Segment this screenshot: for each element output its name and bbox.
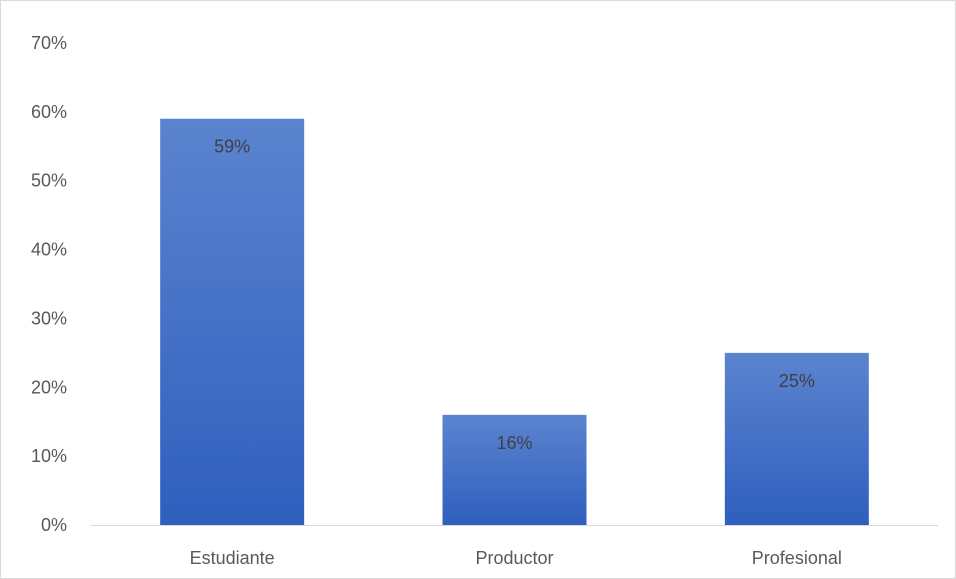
data-label-productor: 16% [496, 433, 532, 453]
x-axis-category-labels: Estudiante Productor Profesional [190, 548, 842, 568]
x-category-label-productor: Productor [475, 548, 553, 568]
y-axis-tick-labels: 0% 10% 20% 30% 40% 50% 60% 70% [31, 33, 67, 535]
data-labels-group: 59% 16% 25% [214, 137, 815, 453]
bar-productor [442, 414, 587, 525]
bars-group [160, 118, 869, 525]
y-tick-label: 0% [41, 515, 67, 535]
y-tick-label: 20% [31, 377, 67, 397]
x-category-label-estudiante: Estudiante [190, 548, 275, 568]
x-category-label-profesional: Profesional [752, 548, 842, 568]
bar-profesional [724, 352, 869, 525]
bar-estudiante [160, 118, 305, 525]
y-tick-label: 60% [31, 102, 67, 122]
y-tick-label: 50% [31, 171, 67, 191]
y-tick-label: 70% [31, 33, 67, 53]
y-tick-label: 40% [31, 240, 67, 260]
data-label-profesional: 25% [779, 371, 815, 391]
y-tick-label: 30% [31, 308, 67, 328]
y-tick-label: 10% [31, 446, 67, 466]
data-label-estudiante: 59% [214, 137, 250, 157]
